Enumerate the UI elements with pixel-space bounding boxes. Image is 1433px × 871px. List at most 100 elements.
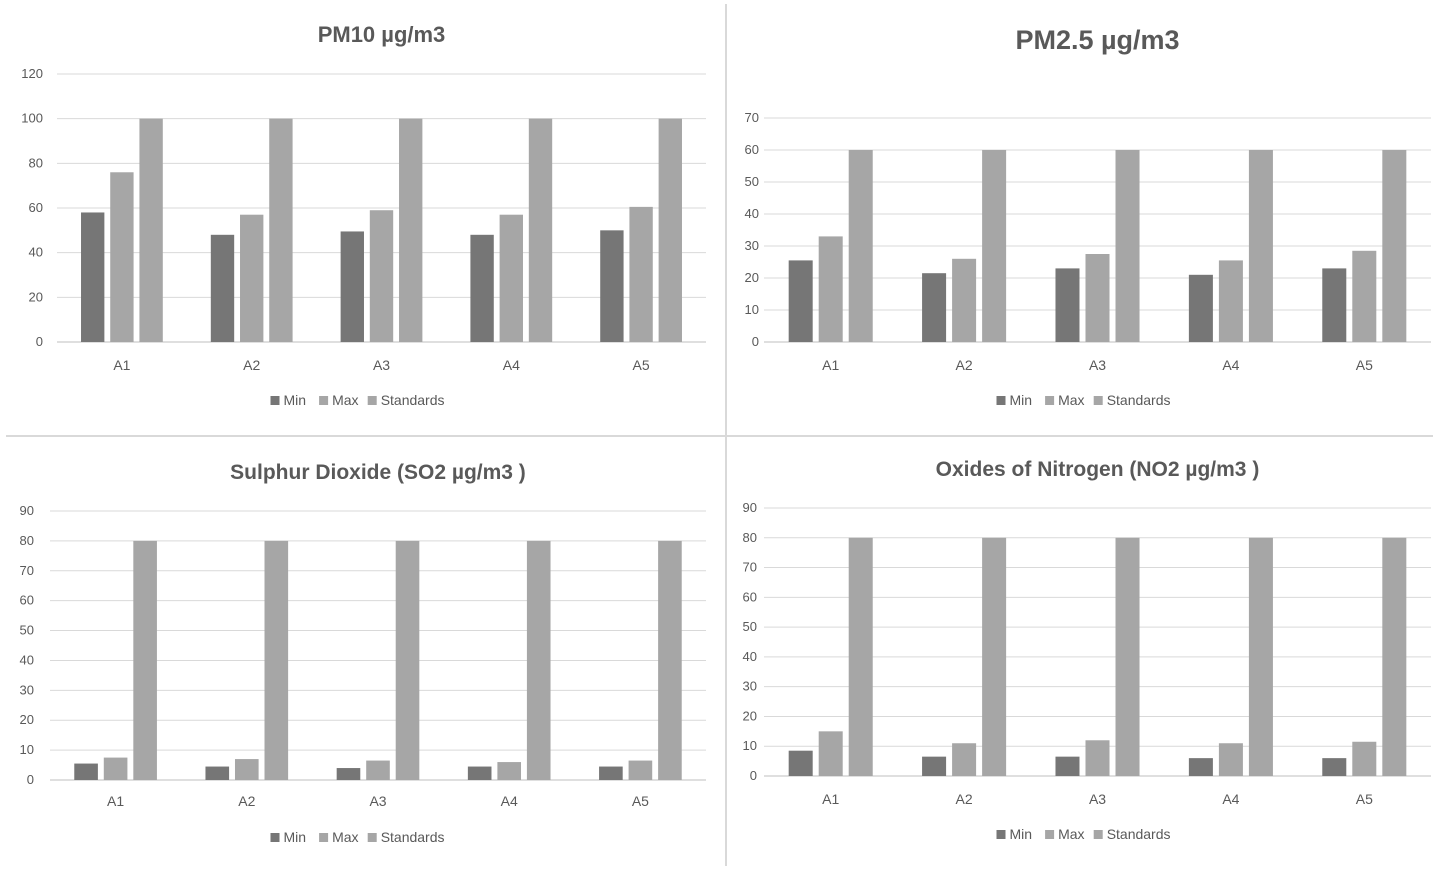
bar-standards-a2: [982, 537, 1007, 776]
y-tick-label: 0: [36, 334, 43, 349]
bar-standards-a2: [982, 150, 1007, 342]
y-tick-label: 70: [745, 110, 759, 125]
legend-swatch-min: [270, 833, 280, 842]
x-tick-label: A5: [1356, 791, 1373, 807]
x-tick-label: A5: [632, 793, 649, 809]
y-tick-label: 10: [745, 302, 759, 317]
bar-min-a1: [788, 750, 813, 776]
bar-max-a4: [499, 214, 523, 342]
bar-max-a3: [366, 760, 390, 780]
y-tick-label: 70: [743, 560, 757, 575]
bar-min-a5: [1322, 758, 1347, 776]
y-tick-label: 20: [29, 289, 43, 304]
y-tick-label: 20: [745, 270, 759, 285]
bar-standards-a4: [526, 540, 551, 780]
bar-min-a4: [470, 234, 494, 342]
bar-min-a5: [599, 766, 623, 780]
bar-standards-a2: [269, 118, 293, 343]
bar-min-a5: [1322, 268, 1347, 342]
bar-min-a2: [922, 273, 947, 342]
bar-max-a4: [497, 762, 522, 780]
legend-label-min: Min: [284, 829, 307, 845]
chart-no2: Oxides of Nitrogen (NO2 µg/m3 ) 0 10 20 30 40…: [743, 458, 1431, 842]
x-tick-label: A3: [1089, 357, 1106, 373]
bar-min-a2: [922, 756, 947, 776]
legend-swatch-min: [996, 830, 1006, 839]
bar-min-a2: [205, 766, 230, 780]
bar-standards-a1: [848, 537, 873, 776]
legend-swatch-max: [1045, 396, 1055, 405]
legend-swatch-max: [319, 396, 329, 405]
chart-pm25: PM2.5 µg/m3 0 10 20 30 40 50 60 70 A1 A2 A3 A4 A5 Min M…: [745, 25, 1431, 408]
bar-min-a3: [336, 768, 361, 780]
bar-standards-a4: [528, 118, 553, 343]
bar-max-a5: [628, 760, 653, 780]
x-tick-label: A2: [956, 357, 973, 373]
y-tick-label: 50: [743, 619, 757, 634]
bar-min-a5: [600, 230, 624, 342]
y-tick-label: 40: [743, 649, 757, 664]
legend-swatch-standards: [367, 396, 377, 405]
bar-min-a3: [340, 231, 364, 342]
legend-label-min: Min: [1010, 392, 1033, 408]
y-tick-label: 80: [20, 533, 34, 548]
legend-swatch-max: [319, 833, 329, 842]
chart-so2: Sulphur Dioxide (SO2 µg/m3 ) 0 10 20 30 40 50 6…: [20, 461, 706, 845]
bar-standards-a1: [139, 118, 163, 343]
legend-label-max: Max: [332, 392, 358, 408]
bar-standards-a1: [848, 150, 873, 342]
x-tick-label: A1: [113, 357, 130, 373]
x-tick-label: A2: [238, 793, 255, 809]
bar-max-a1: [818, 731, 843, 776]
bar-max-a1: [110, 172, 134, 342]
bar-max-a5: [1352, 250, 1377, 342]
bar-min-a3: [1055, 268, 1080, 342]
x-tick-label: A2: [956, 791, 973, 807]
chart-panel-so2: Sulphur Dioxide (SO2 µg/m3 ) 0 10 20 30 40 50 6…: [0, 438, 724, 866]
bar-min-a3: [1055, 756, 1080, 776]
bar-max-a2: [234, 759, 259, 780]
legend-label-max: Max: [1058, 392, 1084, 408]
bar-max-a2: [240, 214, 264, 342]
pm10-chart-title: PM10 µg/m3: [318, 22, 446, 47]
x-tick-label: A3: [369, 793, 386, 809]
bar-max-a4: [1218, 260, 1243, 342]
y-tick-label: 120: [21, 66, 43, 81]
y-tick-label: 50: [745, 174, 759, 189]
x-tick-label: A4: [501, 793, 518, 809]
y-tick-label: 30: [743, 679, 757, 694]
legend-label-min: Min: [1010, 826, 1033, 842]
bar-max-a1: [818, 236, 843, 342]
y-tick-label: 20: [20, 712, 34, 727]
legend-swatch-min: [996, 396, 1006, 405]
bar-max-a5: [629, 206, 653, 342]
y-tick-label: 40: [745, 206, 759, 221]
so2-chart-title: Sulphur Dioxide (SO2 µg/m3 ): [230, 461, 526, 484]
legend-swatch-max: [1045, 830, 1055, 839]
bar-standards-a3: [399, 118, 423, 343]
y-tick-label: 90: [743, 500, 757, 515]
legend-label-max: Max: [332, 829, 358, 845]
bar-min-a2: [210, 234, 235, 342]
bar-min-a4: [1188, 758, 1213, 776]
y-tick-label: 0: [27, 772, 34, 787]
x-tick-label: A5: [633, 357, 650, 373]
y-tick-label: 30: [20, 682, 34, 697]
legend-swatch-standards: [1093, 396, 1103, 405]
bar-min-a4: [467, 766, 492, 780]
legend-label-standards: Standards: [381, 392, 445, 408]
y-tick-label: 0: [752, 334, 759, 349]
x-tick-label: A1: [822, 357, 839, 373]
x-tick-label: A5: [1356, 357, 1373, 373]
y-tick-label: 30: [745, 238, 759, 253]
y-tick-label: 60: [29, 200, 43, 215]
y-tick-label: 10: [743, 738, 757, 753]
x-tick-label: A1: [822, 791, 839, 807]
x-tick-label: A2: [243, 357, 260, 373]
legend-label-standards: Standards: [381, 829, 445, 845]
legend-label-standards: Standards: [1107, 392, 1171, 408]
bar-standards-a3: [1115, 150, 1140, 342]
bar-standards-a4: [1248, 150, 1273, 342]
bar-min-a1: [788, 260, 813, 342]
bar-min-a1: [81, 212, 105, 342]
